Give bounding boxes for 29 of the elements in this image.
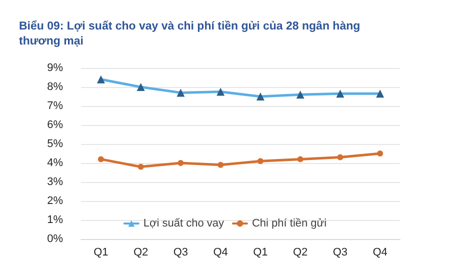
point xyxy=(98,156,104,162)
y-tick-label: 7% xyxy=(47,100,64,112)
point xyxy=(178,160,184,166)
x-tick-label: Q2 xyxy=(133,246,148,258)
x-tick-label: Q1 xyxy=(253,246,268,258)
x-tick-label: Q4 xyxy=(372,246,388,258)
point xyxy=(337,154,344,160)
point xyxy=(257,158,264,164)
legend-label: Chi phí tiền gửi xyxy=(252,218,327,230)
y-tick-label: 5% xyxy=(47,138,64,150)
point xyxy=(218,162,224,168)
x-tick-label: Q2 xyxy=(292,246,308,258)
y-tick-label: 0% xyxy=(47,233,64,245)
point xyxy=(138,164,144,170)
chart-title: Biểu 09: Lợi suất cho vay và chi phí tiền gửi của 28 ngân hàng thương mại xyxy=(19,20,364,48)
legend-label: Lợi suất cho vay xyxy=(143,218,224,230)
y-tick-label: 9% xyxy=(47,62,64,74)
point xyxy=(297,156,304,162)
y-tick-label: 4% xyxy=(47,157,64,169)
y-tick-label: 2% xyxy=(47,195,64,207)
x-tick-label: Q4 xyxy=(213,246,228,258)
y-tick-label: 6% xyxy=(47,119,64,131)
y-tick-label: 3% xyxy=(47,176,64,188)
y-tick-label: 1% xyxy=(47,214,64,226)
y-tick-label: 8% xyxy=(47,81,64,93)
x-tick-label: Q3 xyxy=(332,246,348,258)
x-tick-label: Q3 xyxy=(173,246,188,258)
x-tick-label: Q1 xyxy=(94,246,108,258)
point xyxy=(377,150,384,156)
